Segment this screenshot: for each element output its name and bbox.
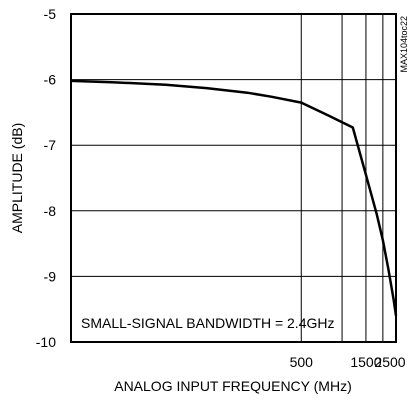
x-tick-label-1: 1500	[350, 354, 381, 370]
y-tick-label-5: -10	[36, 334, 56, 350]
series-line-0	[70, 79, 398, 316]
grid-layer	[71, 14, 396, 342]
y-tick-label-4: -9	[44, 268, 57, 284]
figure-code: MAX104toc22	[399, 16, 409, 73]
y-tick-label-2: -7	[44, 137, 57, 153]
y-axis-title: AMPLITUDE (dB)	[9, 123, 25, 233]
bandwidth-annotation: SMALL-SIGNAL BANDWIDTH = 2.4GHz	[81, 315, 334, 331]
plot-frame	[70, 13, 397, 343]
y-tick-label-1: -6	[44, 72, 57, 88]
x-tick-label-0: 500	[290, 354, 314, 370]
x-axis-title: ANALOG INPUT FREQUENCY (MHz)	[114, 378, 352, 394]
y-tick-label-0: -5	[44, 6, 57, 22]
series-layer	[70, 79, 398, 316]
x-tick-label-2: 2500	[374, 354, 405, 370]
y-tick-labels: -5 -6 -7 -8 -9 -10	[36, 6, 56, 350]
y-tick-label-3: -8	[44, 203, 57, 219]
